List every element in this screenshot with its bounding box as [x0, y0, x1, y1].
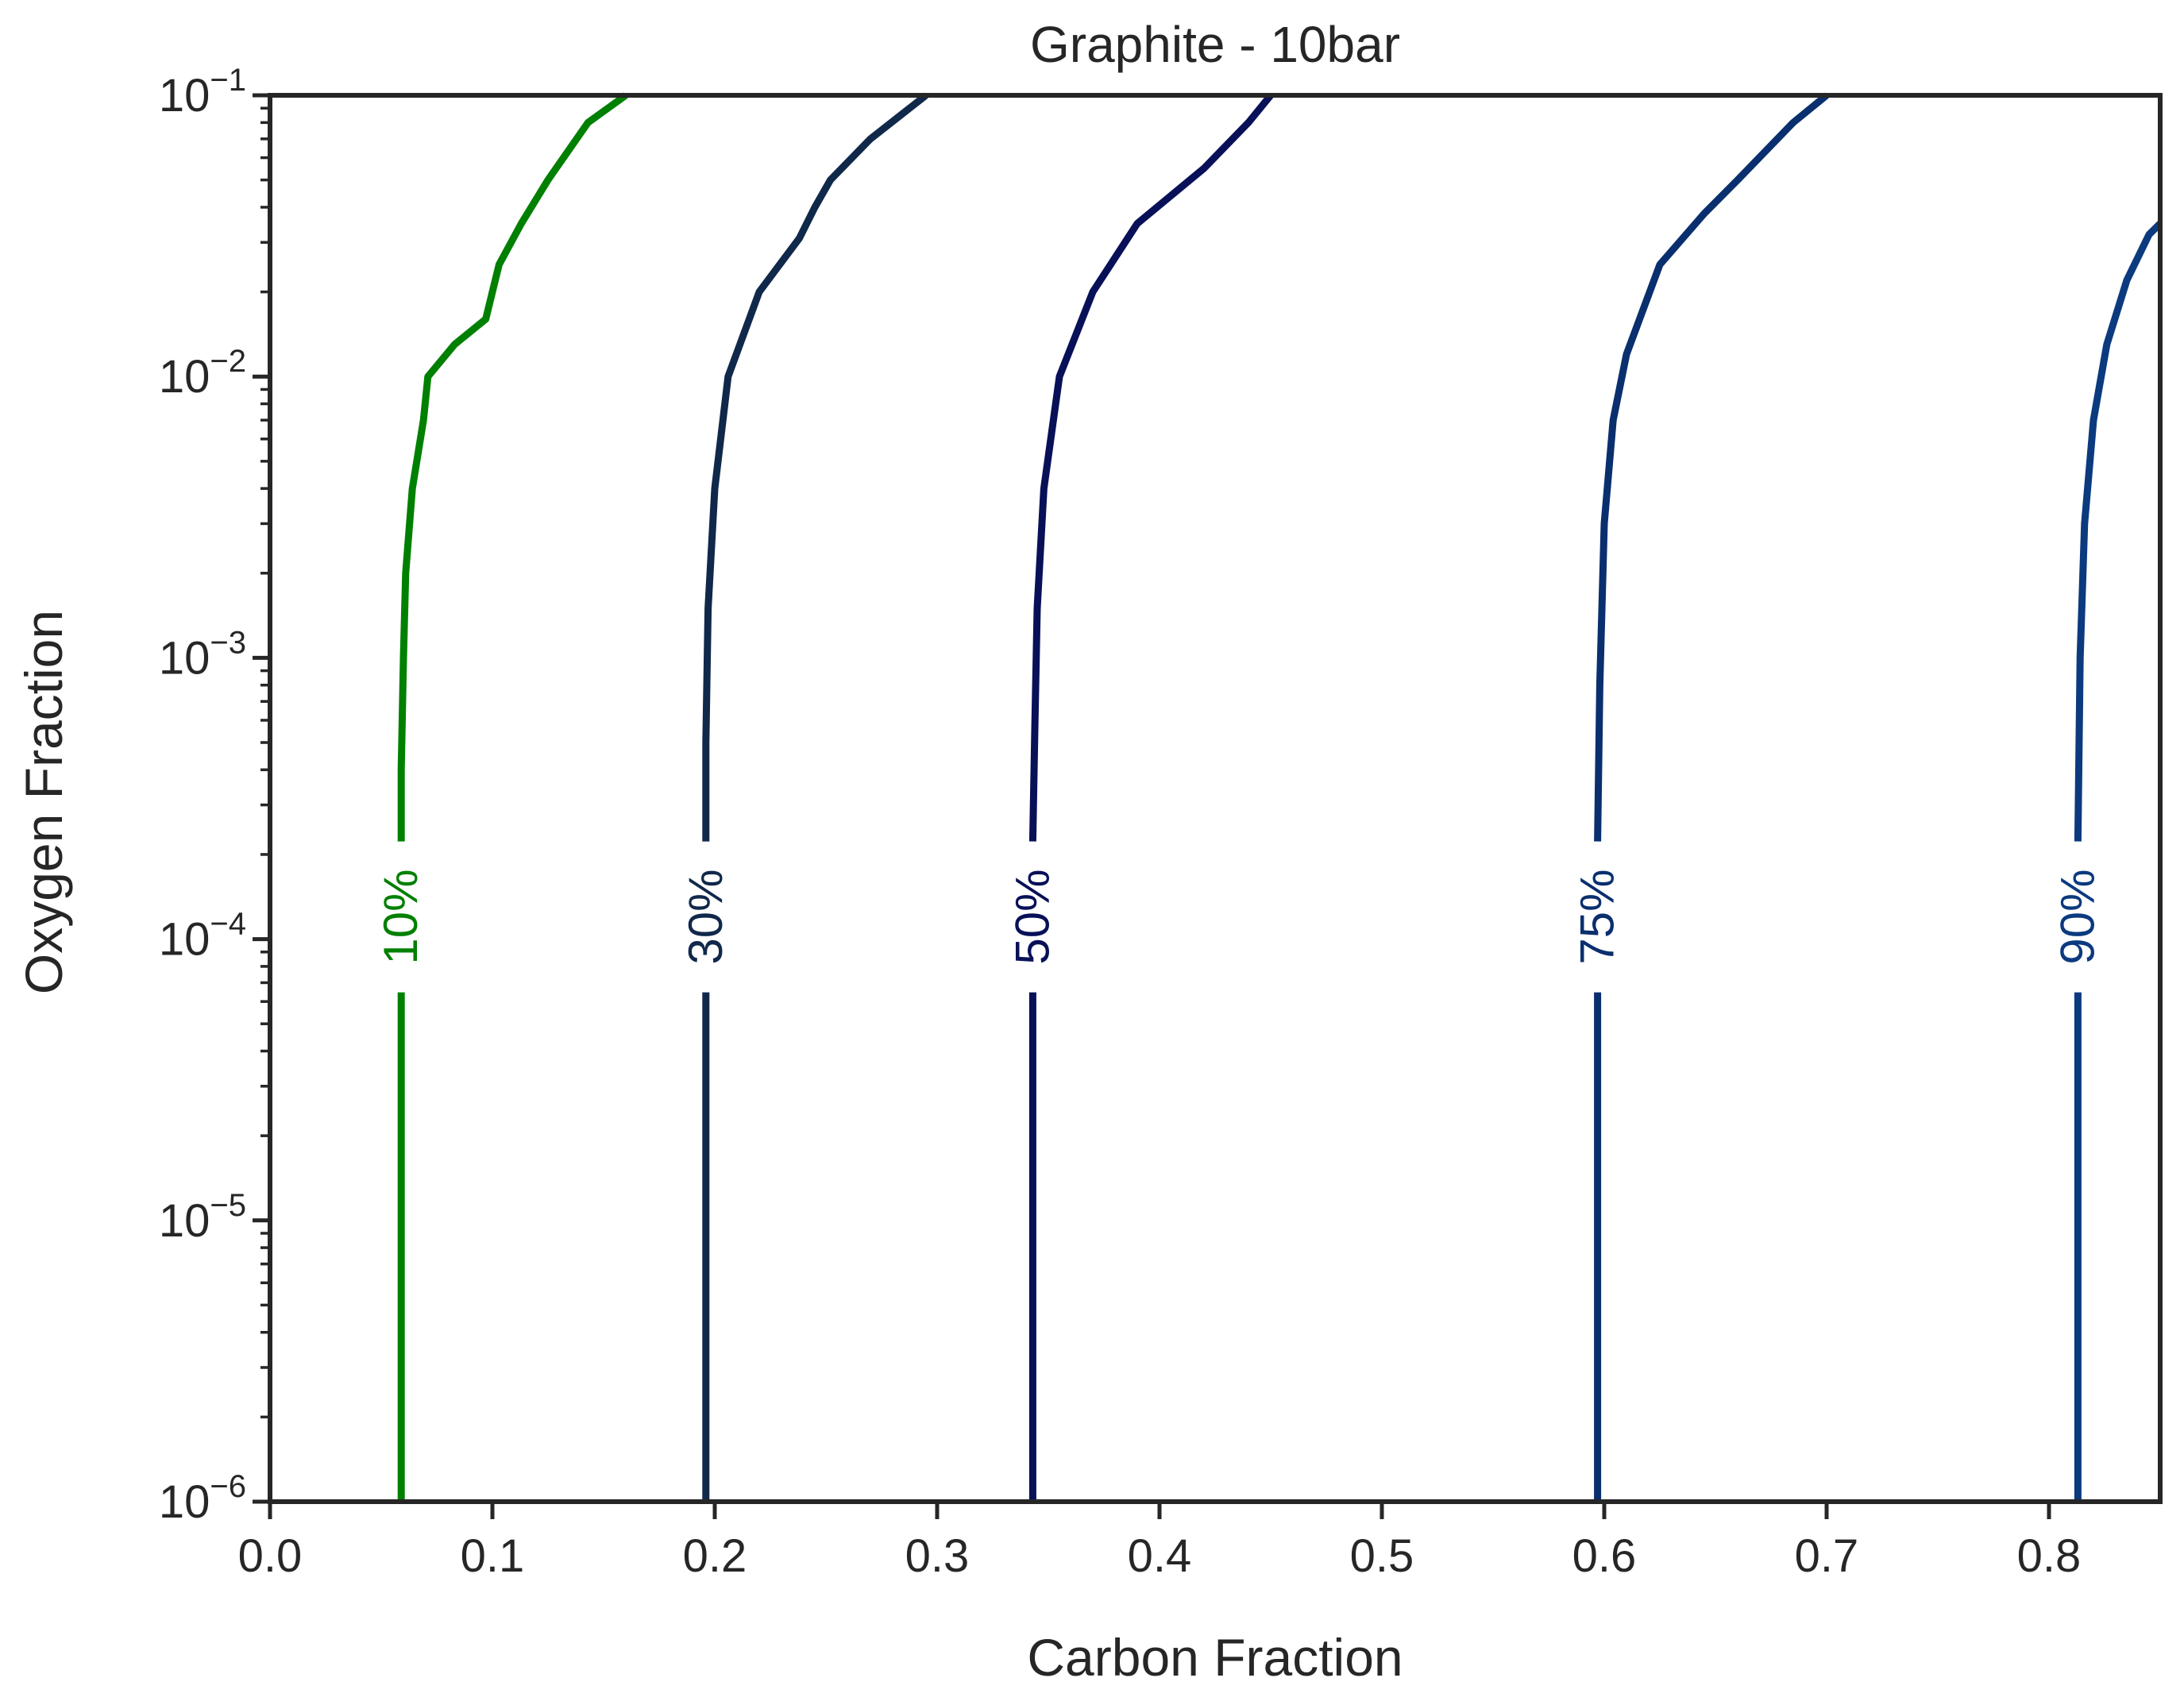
x-tick-label: 0.1	[461, 1530, 525, 1582]
contour-line-50pct-upper	[1028, 93, 1274, 842]
y-tick-base: 10	[159, 1195, 210, 1247]
y-tick-exponent: −2	[210, 344, 246, 379]
contour-line-10pct-upper	[397, 92, 628, 842]
chart-title: Graphite - 10bar	[1030, 16, 1400, 73]
contour-label: 10%	[374, 870, 427, 965]
y-tick-label: 10−1	[159, 63, 246, 122]
y-tick-exponent: −4	[210, 907, 246, 942]
contour-line-30pct-upper	[702, 92, 928, 842]
y-tick-base: 10	[159, 1476, 210, 1528]
x-tick-label: 0.4	[1128, 1530, 1192, 1582]
y-tick-base: 10	[159, 351, 210, 403]
y-tick-label: 10−3	[159, 625, 246, 684]
y-tick-exponent: −3	[210, 625, 246, 660]
x-axis-label: Carbon Fraction	[1027, 1628, 1403, 1687]
x-tick-label: 0.0	[238, 1530, 303, 1582]
y-tick-base: 10	[159, 70, 210, 122]
contour-lines: 10% 30% 50% 75% 90%	[374, 92, 2163, 1502]
y-tick-label: 10−5	[159, 1188, 246, 1247]
contour-line-90pct-upper	[2074, 221, 2163, 842]
y-tick-exponent: −6	[210, 1469, 246, 1504]
x-tick-label: 0.6	[1572, 1530, 1637, 1582]
contour-label: 50%	[1005, 870, 1059, 965]
y-tick-label: 10−6	[159, 1469, 246, 1528]
axis-ticks: 0.0 0.1 0.2 0.3 0.4 0.5 0.6 0.7 0.810−610−510−41…	[159, 63, 2081, 1582]
y-axis-label: Oxygen Fraction	[14, 610, 73, 994]
contour-line-75pct-upper	[1594, 92, 1829, 842]
x-tick-label: 0.7	[1795, 1530, 1859, 1582]
y-tick-base: 10	[159, 632, 210, 684]
x-tick-label: 0.3	[905, 1530, 970, 1582]
y-tick-exponent: −1	[210, 63, 246, 98]
y-tick-label: 10−2	[159, 344, 246, 403]
contour-label: 75%	[1571, 870, 1624, 965]
y-tick-label: 10−4	[159, 907, 246, 966]
y-tick-exponent: −5	[210, 1188, 246, 1223]
x-tick-label: 0.2	[683, 1530, 747, 1582]
contour-label: 30%	[679, 870, 732, 965]
plot-frame	[268, 93, 2163, 1504]
x-tick-label: 0.5	[1350, 1530, 1414, 1582]
y-tick-base: 10	[159, 914, 210, 966]
contour-label: 90%	[2051, 870, 2104, 965]
x-tick-label: 0.8	[2017, 1530, 2082, 1582]
